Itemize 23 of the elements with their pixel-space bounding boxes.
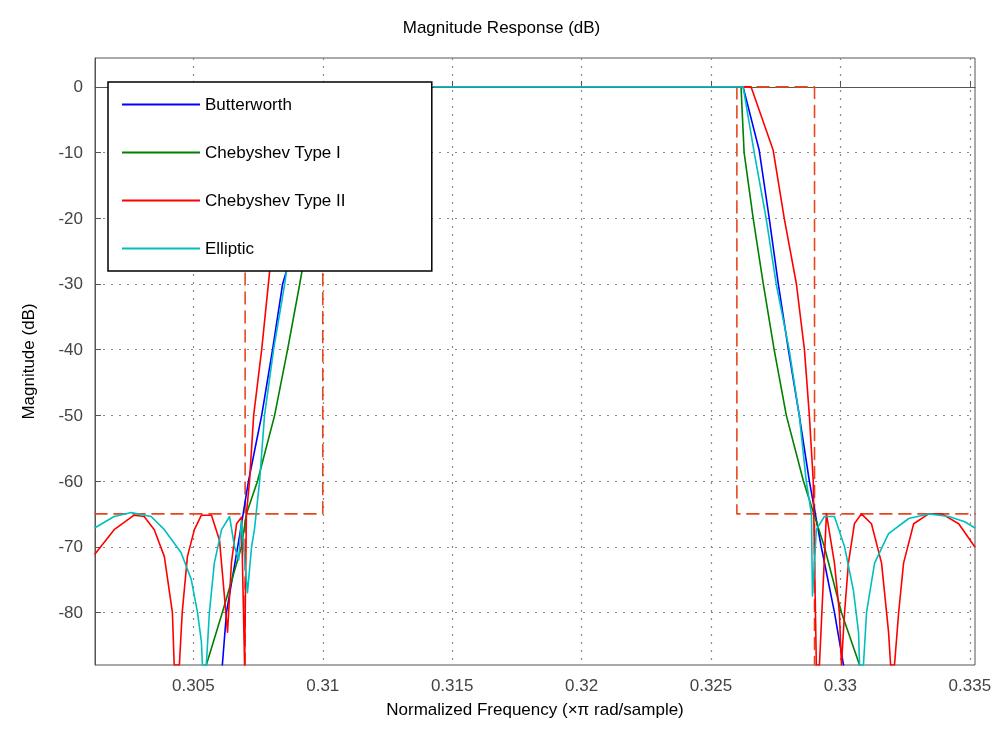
- y-tick-label: -50: [58, 405, 83, 425]
- x-tick-label: 0.33: [823, 676, 857, 695]
- legend-label: Chebyshev Type I: [205, 143, 341, 162]
- chart-title: Magnitude Response (dB): [402, 18, 601, 37]
- y-tick-label: -10: [58, 143, 83, 163]
- x-tick-label: 0.305: [172, 676, 215, 695]
- y-tick-label: -80: [58, 602, 83, 622]
- y-tick-label: 0: [73, 77, 83, 97]
- x-tick-label: 0.31: [306, 676, 340, 695]
- y-tick-label: -40: [58, 340, 83, 360]
- x-tick-label: 0.325: [689, 676, 733, 695]
- x-tick-label: 0.32: [565, 676, 599, 695]
- x-tick-label: 0.335: [948, 676, 992, 695]
- legend-label: Butterworth: [205, 95, 292, 114]
- y-axis-title: Magnitude (dB): [19, 303, 38, 420]
- y-tick-label: -20: [58, 208, 83, 228]
- legend-label: Chebyshev Type II: [205, 191, 346, 210]
- y-tick-label: -60: [58, 471, 83, 491]
- x-axis-title: Normalized Frequency (×π rad/sample): [386, 700, 684, 719]
- y-tick-label: -70: [58, 537, 83, 557]
- legend-label: Elliptic: [205, 239, 255, 258]
- x-tick-label: 0.315: [430, 676, 474, 695]
- y-tick-label: -30: [58, 274, 83, 294]
